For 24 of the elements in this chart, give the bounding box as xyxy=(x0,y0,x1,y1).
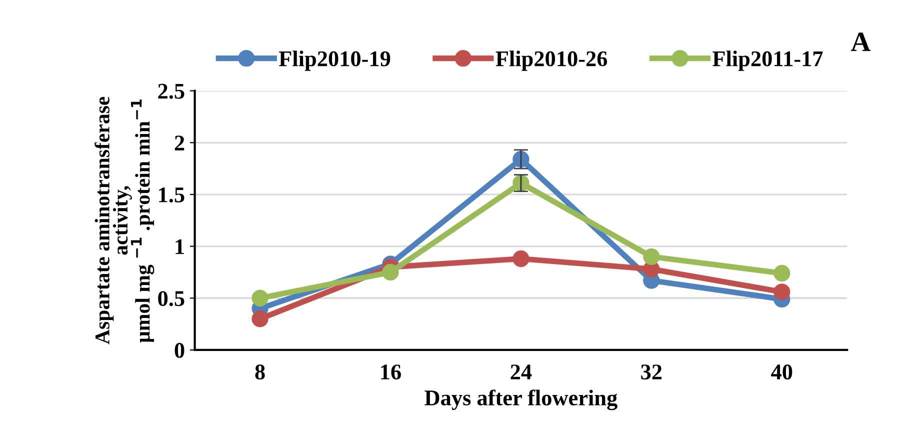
y-axis-title: Aspartate aminotransferase activity, μmol mg $^{−1}$ .protein min$^{−1}$ xyxy=(94,96,154,344)
point xyxy=(252,310,268,328)
point xyxy=(774,284,790,300)
x-tick-label: 32 xyxy=(641,364,662,380)
point xyxy=(643,248,660,266)
x-tick-label: 40 xyxy=(771,364,792,380)
point xyxy=(252,290,268,306)
x-tick-label: 24 xyxy=(510,364,532,380)
x-tick-label: 8 xyxy=(255,364,265,380)
legend-label: Flip2010-26 xyxy=(496,50,608,71)
y-tick-label: 2 xyxy=(174,136,184,150)
y-tick-label: 0 xyxy=(174,342,184,358)
point xyxy=(774,264,790,282)
point xyxy=(512,250,530,268)
x-tick-label: 16 xyxy=(381,364,401,380)
y-tick-label: 0.5 xyxy=(158,291,184,306)
y-tick-label: 1.5 xyxy=(159,188,184,203)
text: A xyxy=(850,32,871,51)
point xyxy=(382,264,399,281)
legend-label: Flip2010-19 xyxy=(278,50,390,71)
legend-label: Flip2011-17 xyxy=(712,50,823,71)
x-axis-title: Days after flowering xyxy=(424,390,618,410)
y-tick-label: 2.5 xyxy=(158,84,184,99)
y-tick-label: 1 xyxy=(176,239,184,254)
